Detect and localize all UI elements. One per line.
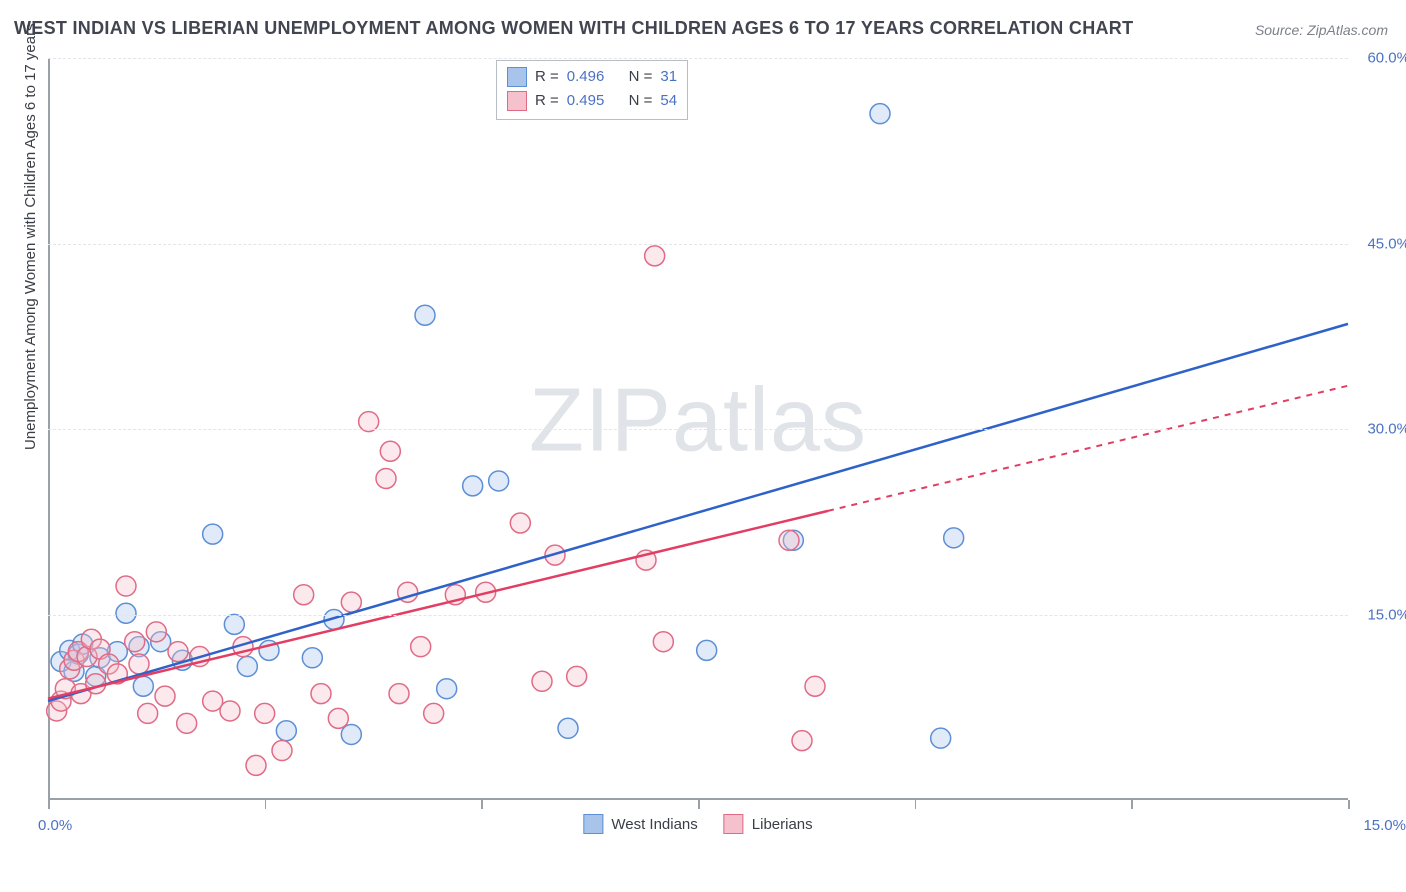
data-point [302,648,322,668]
data-point [220,701,240,721]
data-point [341,592,361,612]
legend-label: Liberians [752,816,813,833]
data-point [645,246,665,266]
data-point [294,585,314,605]
legend-stats-row: R = 0.495 N = 54 [507,89,677,113]
gridline [48,615,1348,616]
data-point [224,614,244,634]
legend-swatch-west-indians [583,814,603,834]
legend-n-label: N = [629,65,653,89]
data-point [376,468,396,488]
legend-series: West Indians Liberians [583,814,812,834]
y-tick-label: 30.0% [1367,421,1406,438]
y-tick-label: 60.0% [1367,50,1406,67]
legend-item-liberians: Liberians [724,814,813,834]
data-point [311,684,331,704]
data-point [116,603,136,623]
data-point [168,642,188,662]
data-point [411,637,431,657]
data-point [567,666,587,686]
data-point [237,656,257,676]
data-point [116,576,136,596]
data-point [510,513,530,533]
legend-n-value: 31 [660,65,677,89]
data-point [463,476,483,496]
x-tick [1348,800,1350,809]
trend-line [48,511,828,699]
data-point [272,741,292,761]
legend-r-value: 0.495 [567,89,605,113]
data-point [255,703,275,723]
x-tick [48,800,50,809]
legend-label: West Indians [611,816,697,833]
data-point [380,441,400,461]
data-point [792,731,812,751]
data-point [424,703,444,723]
y-tick-label: 45.0% [1367,235,1406,252]
data-point [437,679,457,699]
data-point [133,676,153,696]
data-point [415,305,435,325]
data-point [870,104,890,124]
data-point [653,632,673,652]
data-point [489,471,509,491]
trend-line-extrapolated [828,386,1348,511]
data-point [146,622,166,642]
data-point [328,708,348,728]
gridline [48,429,1348,430]
legend-r-label: R = [535,89,559,113]
x-tick-label: 0.0% [38,817,72,834]
data-point [944,528,964,548]
data-point [805,676,825,696]
source-attribution: Source: ZipAtlas.com [1255,22,1388,38]
legend-stats: R = 0.496 N = 31 R = 0.495 N = 54 [496,60,688,120]
data-point [558,718,578,738]
data-point [155,686,175,706]
data-point [276,721,296,741]
gridline [48,58,1348,59]
plot-area: ZIPatlas R = 0.496 N = 31 R = 0.495 N = … [48,58,1348,800]
data-point [389,684,409,704]
data-point [779,530,799,550]
data-point [697,640,717,660]
y-axis-title: Unemployment Among Women with Children A… [22,23,39,450]
legend-swatch-liberians [507,91,527,111]
y-tick-label: 15.0% [1367,606,1406,623]
legend-r-value: 0.496 [567,65,605,89]
chart-title: WEST INDIAN VS LIBERIAN UNEMPLOYMENT AMO… [14,18,1133,39]
data-point [532,671,552,691]
gridline [48,244,1348,245]
legend-stats-row: R = 0.496 N = 31 [507,65,677,89]
legend-swatch-liberians [724,814,744,834]
x-tick-label: 15.0% [1363,817,1406,834]
x-tick [1131,800,1133,809]
data-point [341,724,361,744]
data-point [138,703,158,723]
data-point [129,654,149,674]
legend-n-label: N = [629,89,653,113]
x-tick [698,800,700,809]
legend-item-west-indians: West Indians [583,814,697,834]
legend-n-value: 54 [660,89,677,113]
data-point [86,674,106,694]
x-tick [265,800,267,809]
data-point [931,728,951,748]
data-point [125,632,145,652]
x-tick [481,800,483,809]
legend-swatch-west-indians [507,67,527,87]
data-point [246,755,266,775]
x-tick [915,800,917,809]
legend-r-label: R = [535,65,559,89]
data-point [203,524,223,544]
data-point [177,713,197,733]
